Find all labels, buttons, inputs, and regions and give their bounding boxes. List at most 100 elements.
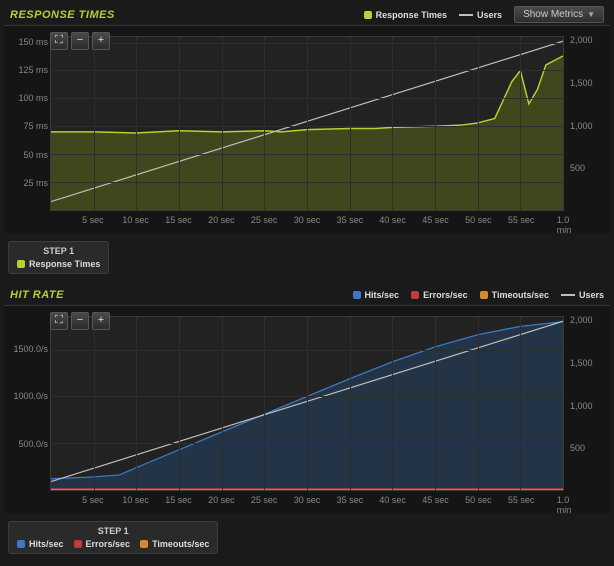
- legend-item: Errors/sec: [411, 290, 468, 300]
- x-tick-label: 15 sec: [165, 495, 192, 505]
- legend-label: Response Times: [376, 10, 447, 20]
- x-tick-label: 40 sec: [379, 215, 406, 225]
- hit-panel-title: HIT RATE: [10, 289, 64, 301]
- legend-item: Errors/sec: [74, 539, 131, 549]
- response-chart-toolbar: ⛶ − +: [50, 32, 110, 50]
- y-tick-label: 1000.0/s: [12, 391, 48, 401]
- x-tick-label: 1.0 min: [557, 495, 572, 515]
- legend-swatch-icon: [480, 291, 488, 299]
- y-tick-label: 75 ms: [12, 121, 48, 131]
- response-y-axis-left: 25 ms 50 ms 75 ms 100 ms 125 ms 150 ms: [12, 36, 48, 211]
- x-tick-label: 1.0 min: [557, 215, 572, 235]
- response-step-legend: Response Times: [17, 259, 100, 269]
- show-metrics-button[interactable]: Show Metrics ▼: [514, 6, 604, 23]
- x-tick-label: 25 sec: [251, 495, 278, 505]
- y-tick-label: 1500.0/s: [12, 344, 48, 354]
- x-tick-label: 10 sec: [122, 215, 149, 225]
- hit-step-row: STEP 1 Hits/sec Errors/sec Timeouts/sec: [4, 513, 610, 558]
- show-metrics-label: Show Metrics: [523, 9, 583, 20]
- legend-item: Timeouts/sec: [140, 539, 209, 549]
- x-tick-label: 20 sec: [208, 215, 235, 225]
- response-step-name: STEP 1: [17, 246, 100, 256]
- response-chart-frame: 25 ms 50 ms 75 ms 100 ms 125 ms 150 ms 5001,0…: [12, 36, 602, 229]
- legend-label: Users: [477, 10, 502, 20]
- legend-label: Timeouts/sec: [152, 539, 209, 549]
- hit-y-axis-left: 500.0/s 1000.0/s 1500.0/s: [12, 316, 48, 491]
- y-tick-label: 1,500: [570, 358, 606, 368]
- x-tick-label: 30 sec: [294, 495, 321, 505]
- y-tick-label: 100 ms: [12, 93, 48, 103]
- legend-label: Hits/sec: [29, 539, 64, 549]
- hit-step-legend: Hits/sec Errors/sec Timeouts/sec: [17, 539, 209, 549]
- legend-label: Response Times: [29, 259, 100, 269]
- legend-item: Users: [561, 290, 604, 300]
- zoom-out-button[interactable]: −: [71, 312, 89, 330]
- legend-item: Users: [459, 10, 502, 20]
- fullscreen-button[interactable]: ⛶: [50, 312, 68, 330]
- y-tick-label: 50 ms: [12, 150, 48, 160]
- legend-swatch-icon: [459, 14, 473, 16]
- x-tick-label: 50 sec: [465, 215, 492, 225]
- y-tick-label: 2,000: [570, 315, 606, 325]
- response-header-right: Response Times Users Show Metrics ▼: [364, 6, 604, 23]
- x-tick-label: 35 sec: [337, 215, 364, 225]
- legend-swatch-icon: [411, 291, 419, 299]
- y-tick-label: 125 ms: [12, 65, 48, 75]
- y-tick-label: 500: [570, 163, 606, 173]
- zoom-in-button[interactable]: +: [92, 32, 110, 50]
- y-tick-label: 25 ms: [12, 178, 48, 188]
- hit-panel-header: HIT RATE Hits/sec Errors/sec Timeouts/sec U…: [4, 284, 610, 306]
- legend-item: Response Times: [364, 10, 447, 20]
- legend-label: Errors/sec: [86, 539, 131, 549]
- response-step-tab[interactable]: STEP 1 Response Times: [8, 241, 109, 274]
- chevron-down-icon: ▼: [587, 10, 595, 19]
- legend-label: Hits/sec: [365, 290, 400, 300]
- response-y-axis-right: 5001,0001,5002,000: [566, 36, 602, 211]
- response-chart-container: ⛶ − + 25 ms 50 ms 75 ms 100 ms 125 ms 150 ms …: [4, 26, 610, 233]
- x-tick-label: 40 sec: [379, 495, 406, 505]
- legend-item: Timeouts/sec: [480, 290, 549, 300]
- legend-swatch-icon: [17, 540, 25, 548]
- legend-label: Timeouts/sec: [492, 290, 549, 300]
- x-tick-label: 20 sec: [208, 495, 235, 505]
- hit-legend: Hits/sec Errors/sec Timeouts/sec Users: [353, 290, 604, 300]
- hit-chart-container: ⛶ − + 500.0/s1000.0/s1500.0/s 5001,0001,…: [4, 306, 610, 513]
- response-panel-header: RESPONSE TIMES Response Times Users Show …: [4, 4, 610, 26]
- legend-label: Users: [579, 290, 604, 300]
- hit-x-axis: 5 sec10 sec15 sec20 sec25 sec30 sec35 se…: [50, 491, 564, 509]
- hit-chart-toolbar: ⛶ − +: [50, 312, 110, 330]
- y-tick-label: 1,000: [570, 401, 606, 411]
- legend-item: Response Times: [17, 259, 100, 269]
- zoom-out-button[interactable]: −: [71, 32, 89, 50]
- zoom-in-button[interactable]: +: [92, 312, 110, 330]
- legend-label: Errors/sec: [423, 290, 468, 300]
- x-tick-label: 55 sec: [508, 215, 535, 225]
- x-tick-label: 25 sec: [251, 215, 278, 225]
- legend-item: Hits/sec: [17, 539, 64, 549]
- x-tick-label: 45 sec: [422, 495, 449, 505]
- legend-swatch-icon: [364, 11, 372, 19]
- legend-swatch-icon: [353, 291, 361, 299]
- y-tick-label: 1,500: [570, 78, 606, 88]
- x-tick-label: 15 sec: [165, 215, 192, 225]
- hit-plot-area[interactable]: [50, 316, 564, 491]
- legend-item: Hits/sec: [353, 290, 400, 300]
- hit-y-axis-right: 5001,0001,5002,000: [566, 316, 602, 491]
- y-tick-label: 2,000: [570, 35, 606, 45]
- y-tick-label: 1,000: [570, 121, 606, 131]
- x-tick-label: 45 sec: [422, 215, 449, 225]
- response-legend: Response Times Users: [364, 10, 502, 20]
- legend-swatch-icon: [561, 294, 575, 296]
- fullscreen-button[interactable]: ⛶: [50, 32, 68, 50]
- response-panel-title: RESPONSE TIMES: [10, 9, 115, 21]
- x-tick-label: 30 sec: [294, 215, 321, 225]
- response-plot-area[interactable]: [50, 36, 564, 211]
- response-step-row: STEP 1 Response Times: [4, 233, 610, 278]
- x-tick-label: 35 sec: [337, 495, 364, 505]
- hit-step-name: STEP 1: [17, 526, 209, 536]
- hit-step-tab[interactable]: STEP 1 Hits/sec Errors/sec Timeouts/sec: [8, 521, 218, 554]
- y-tick-label: 500: [570, 443, 606, 453]
- response-x-axis: 5 sec10 sec15 sec20 sec25 sec30 sec35 se…: [50, 211, 564, 229]
- y-tick-label: 150 ms: [12, 37, 48, 47]
- y-tick-label: 500.0/s: [12, 439, 48, 449]
